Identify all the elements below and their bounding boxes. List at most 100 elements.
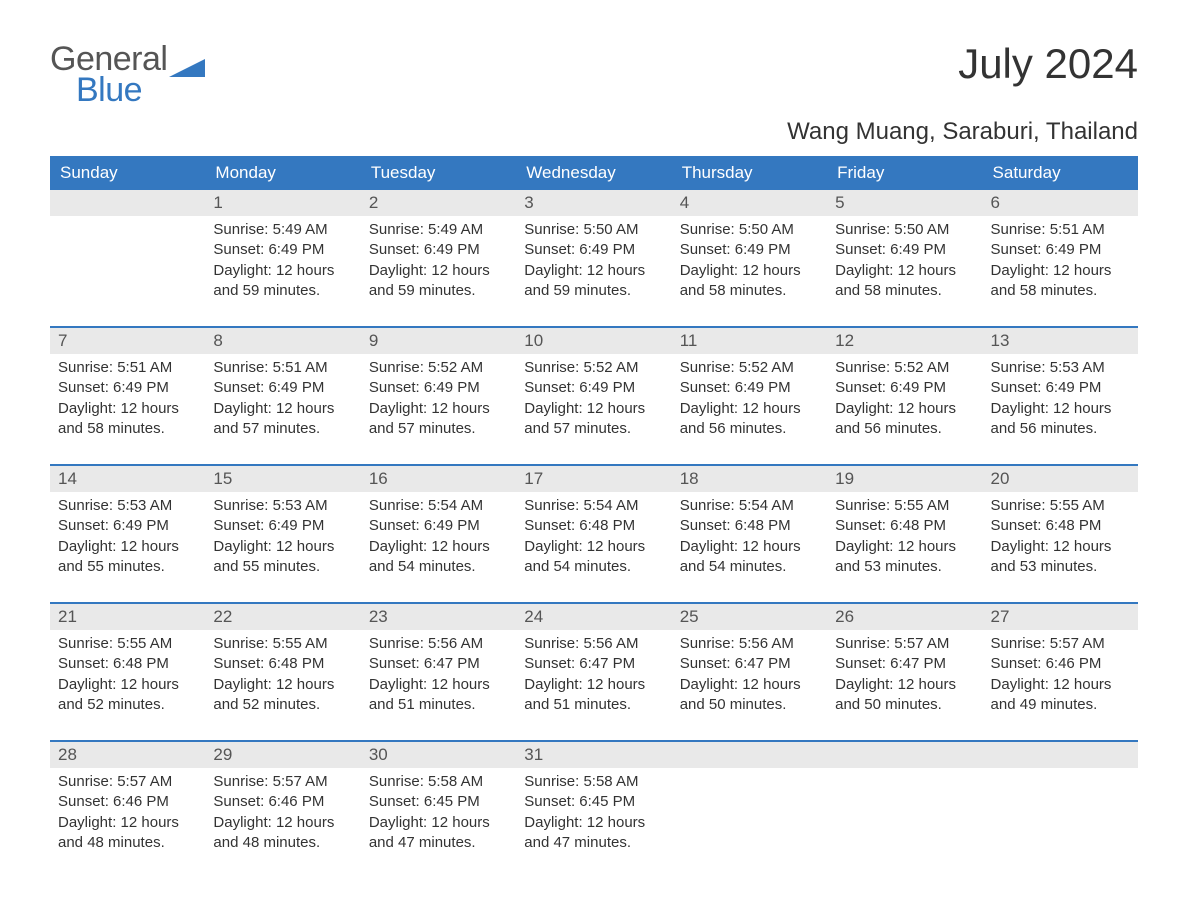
sunrise-line: Sunrise: 5:55 AM [991, 496, 1130, 516]
sunrise-line: Sunrise: 5:52 AM [680, 358, 819, 378]
calendar-day-empty [827, 742, 982, 862]
day-body: Sunrise: 5:54 AMSunset: 6:48 PMDaylight:… [672, 492, 827, 577]
calendar-day: 30Sunrise: 5:58 AMSunset: 6:45 PMDayligh… [361, 742, 516, 862]
sunrise-line: Sunrise: 5:56 AM [369, 634, 508, 654]
sunset-line: Sunset: 6:47 PM [680, 654, 819, 674]
sunset-line: Sunset: 6:49 PM [213, 378, 352, 398]
day-body: Sunrise: 5:52 AMSunset: 6:49 PMDaylight:… [361, 354, 516, 439]
sunrise-line: Sunrise: 5:58 AM [524, 772, 663, 792]
day-number: 31 [516, 742, 671, 768]
daylight-line: Daylight: 12 hours and 55 minutes. [213, 537, 352, 578]
day-number: 21 [50, 604, 205, 630]
day-body: Sunrise: 5:57 AMSunset: 6:46 PMDaylight:… [205, 768, 360, 853]
day-body: Sunrise: 5:55 AMSunset: 6:48 PMDaylight:… [205, 630, 360, 715]
daylight-line: Daylight: 12 hours and 58 minutes. [680, 261, 819, 302]
flag-icon [167, 55, 207, 79]
day-number: 2 [361, 190, 516, 216]
sunset-line: Sunset: 6:49 PM [213, 516, 352, 536]
day-number [983, 742, 1138, 768]
calendar-day: 7Sunrise: 5:51 AMSunset: 6:49 PMDaylight… [50, 328, 205, 448]
sunset-line: Sunset: 6:47 PM [369, 654, 508, 674]
sunset-line: Sunset: 6:45 PM [524, 792, 663, 812]
calendar-day: 29Sunrise: 5:57 AMSunset: 6:46 PMDayligh… [205, 742, 360, 862]
sunrise-line: Sunrise: 5:53 AM [213, 496, 352, 516]
day-body: Sunrise: 5:53 AMSunset: 6:49 PMDaylight:… [205, 492, 360, 577]
sunrise-line: Sunrise: 5:54 AM [524, 496, 663, 516]
day-body: Sunrise: 5:49 AMSunset: 6:49 PMDaylight:… [361, 216, 516, 301]
day-body: Sunrise: 5:50 AMSunset: 6:49 PMDaylight:… [516, 216, 671, 301]
day-number: 15 [205, 466, 360, 492]
daylight-line: Daylight: 12 hours and 52 minutes. [58, 675, 197, 716]
calendar-day: 27Sunrise: 5:57 AMSunset: 6:46 PMDayligh… [983, 604, 1138, 724]
sunset-line: Sunset: 6:49 PM [369, 516, 508, 536]
daylight-line: Daylight: 12 hours and 57 minutes. [213, 399, 352, 440]
day-body: Sunrise: 5:52 AMSunset: 6:49 PMDaylight:… [672, 354, 827, 439]
sunrise-line: Sunrise: 5:57 AM [213, 772, 352, 792]
day-number: 30 [361, 742, 516, 768]
sunset-line: Sunset: 6:48 PM [835, 516, 974, 536]
sunset-line: Sunset: 6:49 PM [991, 240, 1130, 260]
daylight-line: Daylight: 12 hours and 47 minutes. [369, 813, 508, 854]
sunset-line: Sunset: 6:48 PM [58, 654, 197, 674]
daylight-line: Daylight: 12 hours and 51 minutes. [369, 675, 508, 716]
sunset-line: Sunset: 6:48 PM [991, 516, 1130, 536]
location-text: Wang Muang, Saraburi, Thailand [50, 118, 1138, 146]
calendar-week: 7Sunrise: 5:51 AMSunset: 6:49 PMDaylight… [50, 326, 1138, 448]
sunrise-line: Sunrise: 5:50 AM [524, 220, 663, 240]
calendar-day: 11Sunrise: 5:52 AMSunset: 6:49 PMDayligh… [672, 328, 827, 448]
daylight-line: Daylight: 12 hours and 53 minutes. [835, 537, 974, 578]
daylight-line: Daylight: 12 hours and 58 minutes. [835, 261, 974, 302]
day-number: 9 [361, 328, 516, 354]
calendar-day: 5Sunrise: 5:50 AMSunset: 6:49 PMDaylight… [827, 190, 982, 310]
day-number: 10 [516, 328, 671, 354]
daylight-line: Daylight: 12 hours and 56 minutes. [680, 399, 819, 440]
sunset-line: Sunset: 6:46 PM [213, 792, 352, 812]
daylight-line: Daylight: 12 hours and 55 minutes. [58, 537, 197, 578]
sunrise-line: Sunrise: 5:52 AM [369, 358, 508, 378]
sunset-line: Sunset: 6:48 PM [213, 654, 352, 674]
calendar-day: 21Sunrise: 5:55 AMSunset: 6:48 PMDayligh… [50, 604, 205, 724]
day-body: Sunrise: 5:53 AMSunset: 6:49 PMDaylight:… [983, 354, 1138, 439]
calendar-week: 28Sunrise: 5:57 AMSunset: 6:46 PMDayligh… [50, 740, 1138, 862]
day-body: Sunrise: 5:55 AMSunset: 6:48 PMDaylight:… [50, 630, 205, 715]
daylight-line: Daylight: 12 hours and 54 minutes. [680, 537, 819, 578]
daylight-line: Daylight: 12 hours and 54 minutes. [369, 537, 508, 578]
calendar-day: 8Sunrise: 5:51 AMSunset: 6:49 PMDaylight… [205, 328, 360, 448]
sunrise-line: Sunrise: 5:51 AM [991, 220, 1130, 240]
daylight-line: Daylight: 12 hours and 57 minutes. [369, 399, 508, 440]
day-body: Sunrise: 5:56 AMSunset: 6:47 PMDaylight:… [672, 630, 827, 715]
calendar-day: 28Sunrise: 5:57 AMSunset: 6:46 PMDayligh… [50, 742, 205, 862]
sunset-line: Sunset: 6:49 PM [58, 516, 197, 536]
day-body: Sunrise: 5:56 AMSunset: 6:47 PMDaylight:… [361, 630, 516, 715]
day-number [672, 742, 827, 768]
sunrise-line: Sunrise: 5:53 AM [58, 496, 197, 516]
sunrise-line: Sunrise: 5:54 AM [369, 496, 508, 516]
calendar-day: 18Sunrise: 5:54 AMSunset: 6:48 PMDayligh… [672, 466, 827, 586]
calendar-day-empty [50, 190, 205, 310]
day-body: Sunrise: 5:55 AMSunset: 6:48 PMDaylight:… [983, 492, 1138, 577]
day-number: 29 [205, 742, 360, 768]
daylight-line: Daylight: 12 hours and 47 minutes. [524, 813, 663, 854]
sunset-line: Sunset: 6:49 PM [835, 240, 974, 260]
day-number: 20 [983, 466, 1138, 492]
day-number: 1 [205, 190, 360, 216]
sunset-line: Sunset: 6:45 PM [369, 792, 508, 812]
day-number: 26 [827, 604, 982, 630]
calendar-dow-row: SundayMondayTuesdayWednesdayThursdayFrid… [50, 156, 1138, 190]
daylight-line: Daylight: 12 hours and 57 minutes. [524, 399, 663, 440]
day-number [827, 742, 982, 768]
day-body: Sunrise: 5:49 AMSunset: 6:49 PMDaylight:… [205, 216, 360, 301]
calendar-day: 14Sunrise: 5:53 AMSunset: 6:49 PMDayligh… [50, 466, 205, 586]
sunset-line: Sunset: 6:49 PM [369, 240, 508, 260]
daylight-line: Daylight: 12 hours and 56 minutes. [835, 399, 974, 440]
sunrise-line: Sunrise: 5:56 AM [524, 634, 663, 654]
dow-cell: Friday [827, 156, 982, 190]
daylight-line: Daylight: 12 hours and 56 minutes. [991, 399, 1130, 440]
calendar-day: 16Sunrise: 5:54 AMSunset: 6:49 PMDayligh… [361, 466, 516, 586]
sunset-line: Sunset: 6:49 PM [369, 378, 508, 398]
day-number [50, 190, 205, 216]
sunrise-line: Sunrise: 5:51 AM [58, 358, 197, 378]
sunrise-line: Sunrise: 5:55 AM [58, 634, 197, 654]
sunset-line: Sunset: 6:46 PM [58, 792, 197, 812]
sunset-line: Sunset: 6:49 PM [991, 378, 1130, 398]
